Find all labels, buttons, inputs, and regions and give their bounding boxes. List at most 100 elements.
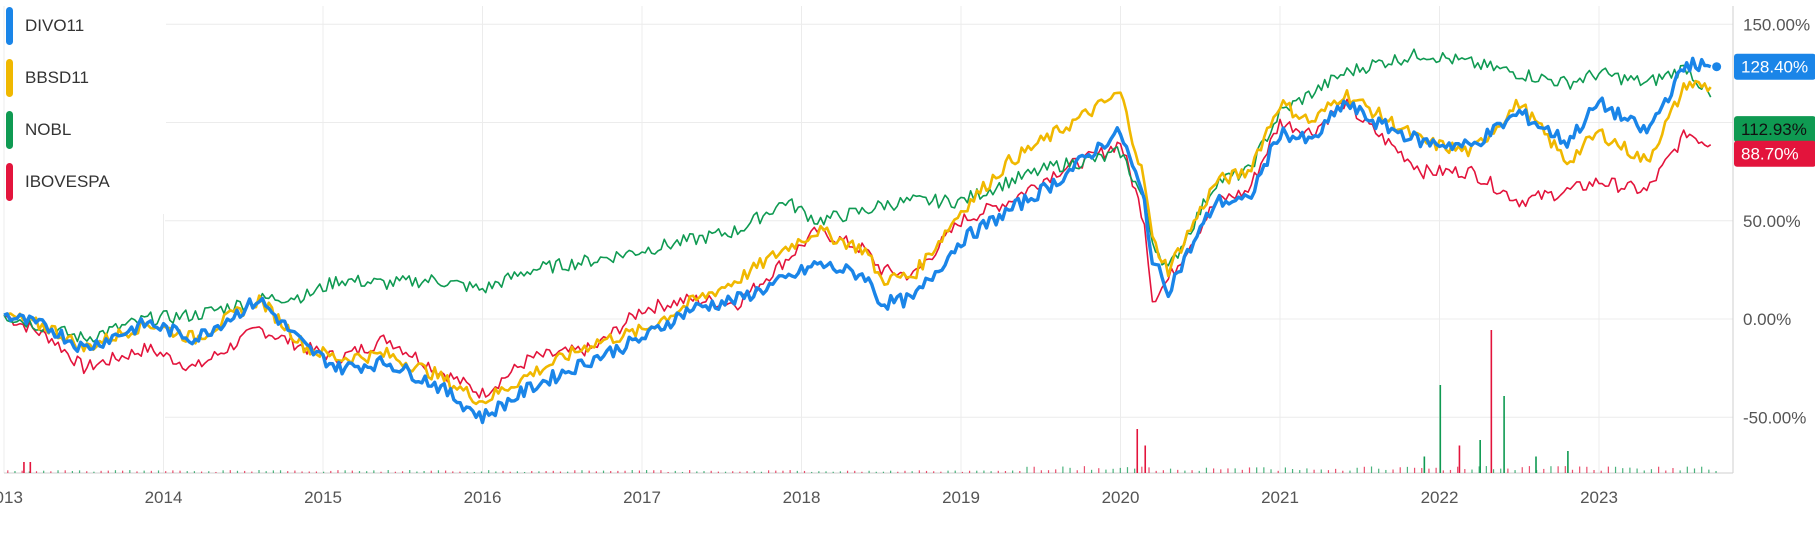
series-end-marker	[1712, 62, 1721, 71]
volume-bar	[1242, 470, 1243, 473]
volume-bar	[653, 470, 654, 473]
volume-bar	[1213, 468, 1214, 473]
volume-bar	[1522, 467, 1523, 473]
volume-bar	[488, 470, 489, 473]
volume-bar	[1084, 466, 1085, 473]
volume-bar	[359, 471, 360, 473]
volume-bar	[1306, 468, 1307, 473]
volume-bar	[883, 472, 884, 473]
volume-bar	[1199, 471, 1200, 473]
volume-bar	[524, 472, 525, 473]
volume-bar	[632, 470, 633, 473]
volume-bar	[1687, 467, 1688, 473]
volume-bar	[1019, 471, 1020, 473]
volume-bar	[1069, 468, 1070, 473]
volume-bar	[804, 471, 805, 473]
volume-bar	[854, 471, 855, 473]
volume-bars	[7, 330, 1716, 473]
volume-bar	[1529, 466, 1530, 473]
volume-bar	[474, 472, 475, 473]
volume-bar	[553, 471, 554, 473]
volume-bar	[1436, 468, 1437, 473]
volume-bar	[1450, 470, 1451, 473]
volume-bar	[1471, 470, 1472, 473]
volume-bar	[768, 470, 769, 473]
legend-item-bbsd11[interactable]: BBSD11	[6, 58, 166, 98]
volume-bar	[1349, 471, 1350, 473]
volume-bar	[223, 470, 224, 473]
volume-bar	[696, 471, 697, 473]
volume-bar	[445, 471, 446, 473]
end-value-badges: 128.40% 112.93% 88.70%	[1734, 54, 1815, 167]
volume-bar	[624, 471, 625, 473]
volume-bar	[1392, 470, 1393, 473]
volume-bar	[502, 471, 503, 473]
volume-bar	[50, 471, 51, 473]
volume-bar	[1491, 330, 1493, 473]
volume-bar	[423, 471, 424, 473]
volume-bar	[1507, 469, 1508, 473]
volume-bar	[1701, 467, 1702, 473]
volume-bar	[1113, 469, 1114, 473]
volume-bar	[1385, 470, 1386, 473]
volume-bar	[1371, 467, 1372, 473]
volume-bar	[151, 471, 152, 473]
volume-bar	[897, 472, 898, 473]
badge-text: 88.70%	[1741, 145, 1799, 164]
volume-bar	[1672, 468, 1673, 473]
volume-bar	[1593, 470, 1594, 473]
legend-label: IBOVESPA	[25, 172, 110, 192]
volume-bar	[1220, 469, 1221, 473]
volume-bar	[1715, 471, 1716, 473]
volume-bar	[1136, 429, 1138, 473]
legend-item-divo11[interactable]: DIVO11	[6, 6, 166, 46]
volume-bar	[840, 471, 841, 473]
volume-bar	[790, 470, 791, 473]
x-axis-ticks: 2013201420152016201720182019202020212022…	[0, 488, 1618, 507]
volume-bar	[172, 470, 173, 473]
volume-bar	[1328, 470, 1329, 473]
volume-bar	[1292, 469, 1293, 473]
volume-bar	[912, 471, 913, 473]
volume-bar	[675, 471, 676, 473]
volume-bar	[1148, 467, 1149, 473]
volume-bar	[409, 470, 410, 473]
volume-bar	[890, 471, 891, 473]
badge-text: 128.40%	[1741, 58, 1808, 77]
volume-bar	[1601, 471, 1602, 473]
legend-item-nobl[interactable]: NOBL	[6, 110, 166, 150]
volume-bar	[1459, 446, 1461, 474]
end-value-badge-nobl: 112.93%	[1734, 116, 1815, 142]
volume-bar	[904, 471, 905, 473]
volume-bar	[30, 462, 32, 473]
volume-bar	[395, 472, 396, 473]
volume-bar	[1567, 451, 1569, 473]
volume-bar	[100, 471, 101, 473]
y-tick-label: 0.00%	[1743, 310, 1791, 329]
legend-swatch	[6, 59, 13, 97]
volume-bar	[1206, 468, 1207, 473]
x-tick-label: 2019	[942, 488, 980, 507]
volume-bar	[1098, 468, 1099, 473]
volume-bar	[402, 471, 403, 473]
volume-bar	[761, 472, 762, 473]
volume-bar	[718, 472, 719, 473]
volume-bar	[287, 471, 288, 473]
volume-bar	[703, 471, 704, 473]
volume-bar	[876, 472, 877, 473]
volume-bar	[1062, 467, 1063, 473]
volume-bar	[1414, 468, 1415, 473]
volume-bar	[280, 470, 281, 473]
x-tick-label: 2017	[623, 488, 661, 507]
volume-bar	[732, 471, 733, 473]
volume-bar	[574, 470, 575, 473]
volume-bar	[797, 471, 798, 473]
volume-bar	[1407, 467, 1408, 473]
volume-bar	[1500, 469, 1501, 473]
volume-bar	[1572, 470, 1573, 473]
legend-item-ibovespa[interactable]: IBOVESPA	[6, 162, 166, 202]
legend-label: DIVO11	[25, 16, 84, 36]
volume-bar	[1550, 466, 1551, 473]
volume-bar	[775, 471, 776, 473]
volume-bar	[1120, 468, 1121, 473]
